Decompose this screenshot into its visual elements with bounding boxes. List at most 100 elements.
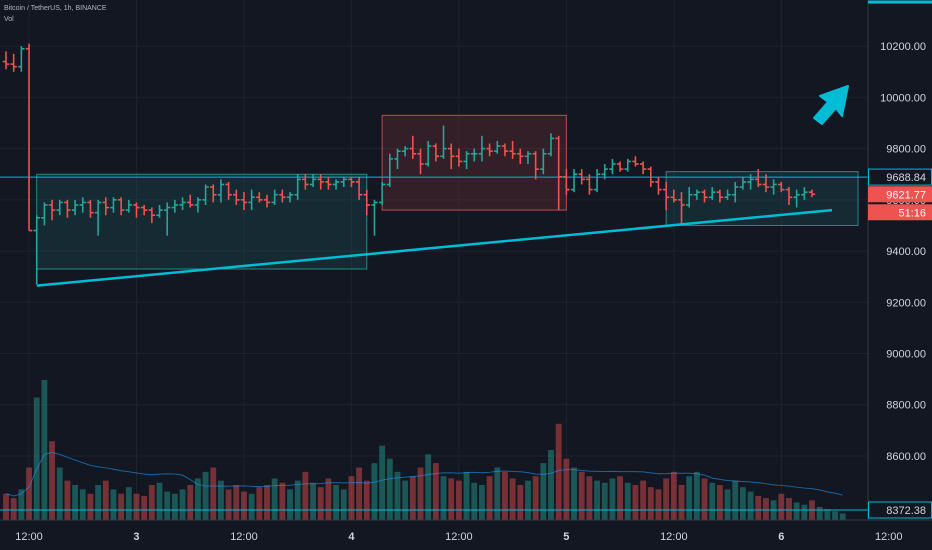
trendline <box>36 208 833 287</box>
volume-bar <box>701 478 708 520</box>
volume-bar <box>463 471 470 520</box>
candle <box>547 133 555 157</box>
candle <box>540 148 547 175</box>
candle <box>609 158 616 175</box>
candle <box>578 169 585 185</box>
candle <box>125 199 133 213</box>
volume-bar <box>171 493 178 520</box>
price-tick-label: 10000.00 <box>880 92 926 104</box>
volume-bar <box>10 498 17 520</box>
candle <box>647 166 654 188</box>
candle <box>471 148 478 162</box>
candle <box>394 148 401 170</box>
candle <box>701 189 708 203</box>
candle <box>670 189 678 203</box>
volume-bar <box>179 489 186 520</box>
volume-bar <box>210 467 217 520</box>
candle <box>302 174 309 190</box>
volume-bar <box>202 471 209 520</box>
candle <box>486 143 493 157</box>
candle <box>747 174 754 190</box>
candle <box>263 194 271 208</box>
candle <box>79 197 86 213</box>
candle <box>555 135 562 211</box>
volume-bar <box>310 482 316 520</box>
candle <box>570 169 578 193</box>
volume-price-label-text: 8372.38 <box>886 505 926 517</box>
volume-bar <box>816 506 823 520</box>
volume-bar <box>386 458 393 520</box>
volume-bar <box>417 467 424 520</box>
volume-bar <box>578 471 585 520</box>
volume-bar <box>494 467 501 520</box>
candle <box>41 202 48 226</box>
volume-bar <box>479 485 485 520</box>
volume-bar <box>156 482 163 520</box>
volume-bar <box>732 480 739 520</box>
candle <box>593 169 601 193</box>
line-price-label-bg <box>868 169 932 186</box>
volume-bar <box>194 478 201 520</box>
volume-bar <box>325 478 332 520</box>
annotation-rectangle <box>381 114 567 211</box>
volume-bar <box>601 482 608 520</box>
candle <box>171 199 179 213</box>
volume-bar <box>471 482 478 520</box>
candle <box>64 199 71 218</box>
volume-bar <box>256 487 263 520</box>
candle <box>110 197 117 213</box>
volume-bar <box>509 478 516 520</box>
candle <box>348 176 355 188</box>
candle <box>732 181 739 203</box>
volume-bar <box>455 480 462 520</box>
volume-bar <box>525 480 531 520</box>
volume-bar <box>49 441 55 520</box>
line-price-label-text: 9688.84 <box>886 172 926 184</box>
price-tick-label: 10200.00 <box>880 41 926 53</box>
candle <box>271 189 278 205</box>
candle <box>294 174 301 200</box>
candle <box>517 148 524 164</box>
candle <box>762 174 770 193</box>
candle <box>133 202 140 218</box>
volume-bar <box>555 423 562 520</box>
volume-bar <box>72 485 79 520</box>
volume-bar <box>26 467 32 520</box>
volume-bar <box>3 493 9 520</box>
candle <box>18 46 25 72</box>
volume-bar <box>141 495 148 520</box>
candle <box>424 140 432 167</box>
volume-bar <box>41 380 48 520</box>
volume-ma-line <box>5 451 843 497</box>
volume-bar <box>486 476 493 520</box>
candle <box>739 176 747 190</box>
volume-bar <box>747 491 754 520</box>
candle <box>217 179 225 203</box>
volume-bar <box>425 454 432 520</box>
candle <box>225 181 232 200</box>
candle <box>770 179 777 195</box>
candle <box>340 176 347 188</box>
volume-bar <box>571 467 577 520</box>
price-tick-label: 8600.00 <box>886 451 926 463</box>
candle <box>10 53 17 72</box>
volume-bar <box>56 467 63 520</box>
candle <box>48 199 56 221</box>
candle <box>693 189 701 200</box>
volume-bar <box>340 489 347 520</box>
candle <box>440 125 447 159</box>
candle <box>210 184 217 203</box>
candle <box>448 143 455 170</box>
volume-bar <box>363 480 370 520</box>
volume-bar <box>586 476 593 520</box>
volume-bar <box>225 489 232 520</box>
line-price-label: 9688.84 <box>868 169 932 186</box>
volume-bar <box>118 493 125 520</box>
price-tick-label: 8800.00 <box>886 400 926 412</box>
candle <box>655 176 662 195</box>
candle <box>601 163 608 180</box>
candle <box>494 140 501 154</box>
candle <box>332 179 340 190</box>
candle <box>94 199 102 236</box>
